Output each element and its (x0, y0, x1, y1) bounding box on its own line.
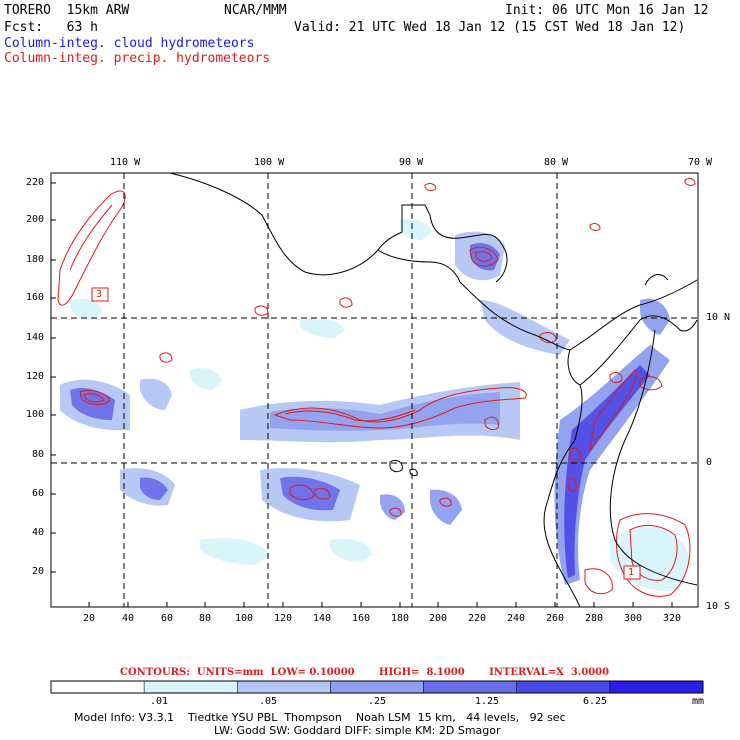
x-tick: 320 (663, 613, 682, 624)
org-label: NCAR/MMM (224, 3, 287, 18)
lon-label-90w: 90 W (399, 157, 424, 168)
x-tick: 160 (352, 613, 371, 624)
x-tick: 140 (313, 613, 332, 624)
lon-label-80w: 80 W (544, 157, 569, 168)
y-tick: 20 (32, 566, 45, 577)
forecast-hour: Fcst: 63 h (4, 20, 98, 35)
y-tick: 220 (26, 177, 45, 188)
colorbar-unit: mm (692, 696, 705, 707)
valid-time: Valid: 21 UTC Wed 18 Jan 12 (15 CST Wed … (294, 20, 686, 35)
y-tick: 60 (32, 488, 45, 499)
y-tick: 100 (26, 409, 45, 420)
y-tick: 40 (32, 527, 45, 538)
legend-cloud-hydrometeors: Column-integ. cloud hydrometeors (4, 36, 255, 51)
lon-label-100w: 100 W (254, 157, 285, 168)
colorbar-label: .25 (368, 696, 387, 707)
lat-label-10s: 10 S (706, 601, 731, 612)
contour-info: CONTOURS: UNITS=mm LOW= 0.10000 HIGH= 8.… (120, 667, 610, 678)
x-tick: 100 (235, 613, 254, 624)
y-tick: 140 (26, 332, 45, 343)
legend-precip-hydrometeors: Column-integ. precip. hydrometeors (4, 51, 271, 66)
lon-label-70w: 70 W (688, 157, 713, 168)
init-time: Init: 06 UTC Mon 16 Jan 12 (505, 3, 709, 18)
lon-label-110w: 110 W (110, 157, 141, 168)
x-tick: 80 (199, 613, 212, 624)
graticule (51, 173, 698, 607)
colorbar-label: .01 (150, 696, 169, 707)
model-info: Model Info: V3.3.1 Tiedtke YSU PBL Thomp… (74, 711, 566, 724)
lat-label-0: 0 (706, 457, 713, 468)
x-tick: 300 (624, 613, 643, 624)
contour-box-3 (91, 287, 109, 302)
contour-label-1: 1 (628, 567, 635, 578)
x-tick: 220 (468, 613, 487, 624)
x-tick: 200 (429, 613, 448, 624)
colorbar-label: 1.25 (475, 696, 500, 707)
contour-box-1 (623, 565, 641, 580)
colorbar-label: .05 (259, 696, 278, 707)
cloud-shading (60, 219, 690, 591)
y-tick: 200 (26, 214, 45, 225)
x-tick: 260 (546, 613, 565, 624)
x-tick: 40 (122, 613, 135, 624)
contour-label-3: 3 (96, 289, 103, 300)
colorbar-label: 6.25 (583, 696, 608, 707)
x-tick: 60 (161, 613, 174, 624)
y-tick: 160 (26, 292, 45, 303)
y-tick: 120 (26, 371, 45, 382)
x-tick: 280 (585, 613, 604, 624)
x-tick: 180 (391, 613, 410, 624)
axis-ticks (51, 182, 673, 607)
y-tick: 180 (26, 254, 45, 265)
x-tick: 240 (507, 613, 526, 624)
lat-label-10n: 10 N (706, 312, 731, 323)
x-tick: 20 (83, 613, 96, 624)
precip-contours (57, 178, 696, 597)
physics-info: LW: Godd SW: Goddard DIFF: simple KM: 2D… (214, 724, 501, 737)
model-title: TORERO 15km ARW (4, 3, 130, 18)
x-tick: 120 (274, 613, 293, 624)
coastlines (169, 172, 698, 608)
y-tick: 80 (32, 449, 45, 460)
